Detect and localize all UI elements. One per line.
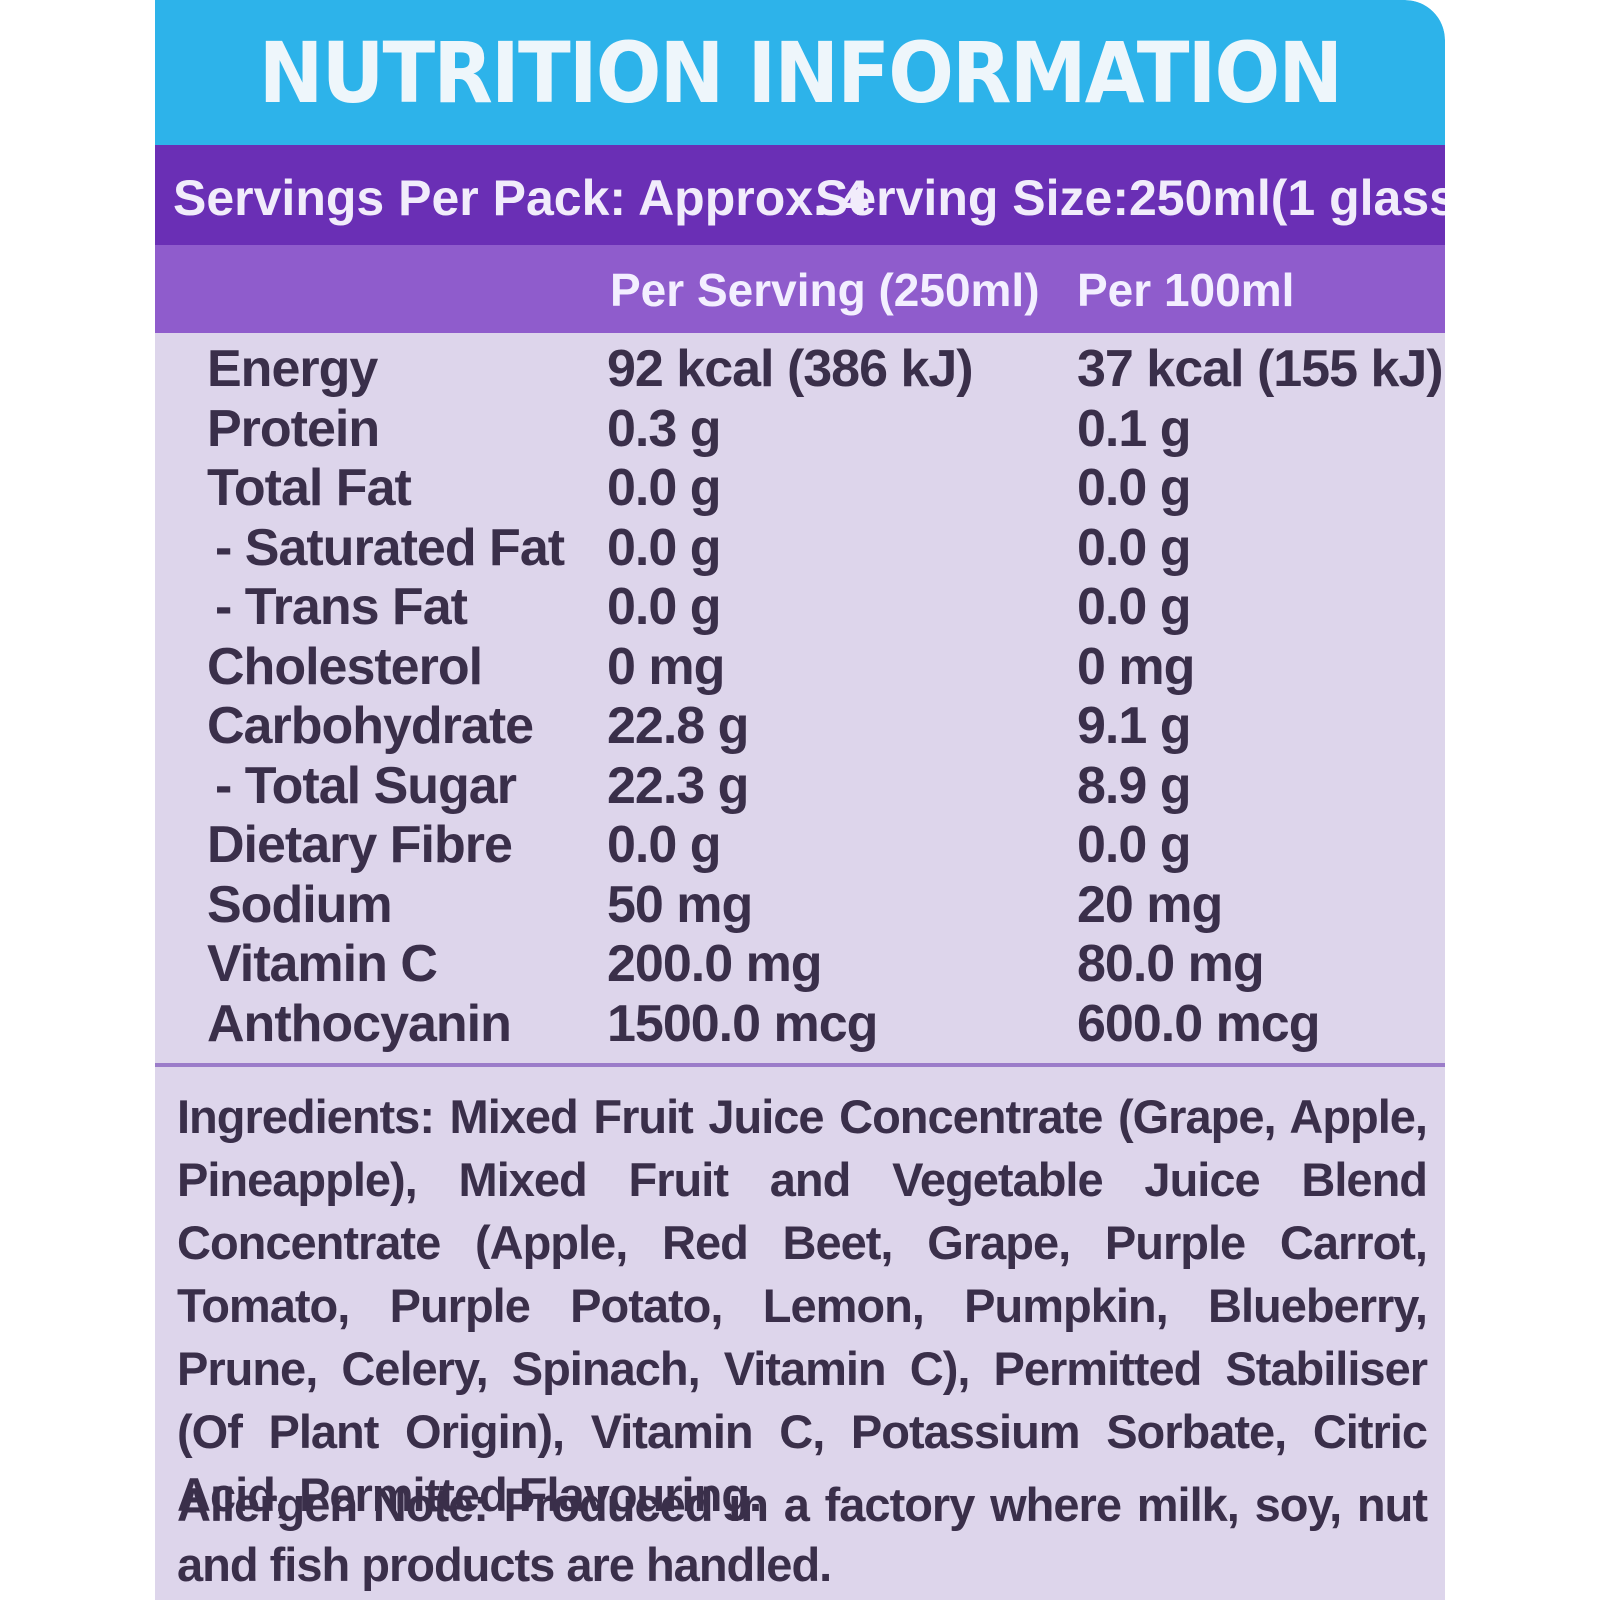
nutrient-name: - Trans Fat [215, 578, 468, 636]
nutrient-name: Protein [207, 399, 380, 458]
table-row: - Trans Fat 0.0 g 0.0 g [155, 578, 1445, 638]
nutrient-per-serving: 0.3 g [607, 399, 721, 458]
table-row: Anthocyanin 1500.0 mcg 600.0 mcg [155, 995, 1445, 1055]
nutrient-name: Total Fat [207, 459, 412, 517]
table-row: Total Fat 0.0 g 0.0 g [155, 459, 1445, 519]
nutrient-per-100ml: 0.0 g [1077, 459, 1191, 517]
nutrient-name: Vitamin C [207, 935, 438, 993]
divider [155, 1063, 1445, 1067]
nutrient-per-100ml: 20 mg [1077, 875, 1223, 934]
nutrition-label: NUTRITION INFORMATION Servings Per Pack:… [155, 0, 1445, 1600]
nutrient-per-serving: 0.0 g [607, 816, 721, 874]
nutrient-per-100ml: 8.9 g [1077, 756, 1191, 815]
nutrient-per-serving: 0 mg [607, 637, 725, 696]
serving-size: Serving Size:250ml(1 glass) [815, 170, 1445, 226]
table-row: - Total Sugar 22.3 g 8.9 g [155, 757, 1445, 817]
nutrient-per-serving: 50 mg [607, 875, 753, 934]
nutrient-name: Sodium [207, 875, 393, 934]
title-band [155, 0, 1445, 145]
table-row: Sodium 50 mg 20 mg [155, 876, 1445, 936]
table-row: Protein 0.3 g 0.1 g [155, 400, 1445, 460]
column-header-per-serving: Per Serving (250ml) [610, 264, 1040, 316]
column-header-per-100ml: Per 100ml [1077, 264, 1295, 316]
label-body [155, 333, 1445, 1600]
nutrient-per-serving: 0.0 g [607, 578, 721, 636]
nutrient-per-serving: 92 kcal (386 kJ) [607, 340, 974, 398]
table-row: Vitamin C 200.0 mg 80.0 mg [155, 935, 1445, 995]
nutrient-per-serving: 22.8 g [607, 697, 749, 755]
column-header-band [155, 245, 1445, 333]
servings-per-pack: Servings Per Pack: Approx. 4 [173, 170, 869, 226]
nutrient-per-100ml: 80.0 mg [1077, 935, 1265, 993]
nutrient-per-100ml: 37 kcal (155 kJ) [1077, 340, 1444, 398]
table-row: Energy 92 kcal (386 kJ) 37 kcal (155 kJ) [155, 340, 1445, 400]
nutrient-per-100ml: 9.1 g [1077, 697, 1191, 755]
nutrient-per-serving: 0.0 g [607, 459, 721, 517]
table-row: Carbohydrate 22.8 g 9.1 g [155, 697, 1445, 757]
nutrient-table: Energy 92 kcal (386 kJ) 37 kcal (155 kJ) Pr… [155, 340, 1445, 1054]
nutrient-per-100ml: 600.0 mcg [1077, 994, 1320, 1053]
servings-band [155, 145, 1445, 245]
nutrient-per-serving: 0.0 g [607, 518, 721, 577]
table-row: Dietary Fibre 0.0 g 0.0 g [155, 816, 1445, 876]
nutrient-per-100ml: 0.1 g [1077, 399, 1191, 458]
table-row: - Saturated Fat 0.0 g 0.0 g [155, 519, 1445, 579]
label-title: NUTRITION INFORMATION [258, 24, 1343, 122]
nutrient-per-100ml: 0.0 g [1077, 578, 1191, 636]
nutrient-name: Anthocyanin [207, 994, 512, 1053]
nutrient-name: Energy [207, 340, 378, 398]
nutrient-per-100ml: 0.0 g [1077, 518, 1191, 577]
nutrient-name: Cholesterol [207, 637, 483, 696]
nutrient-name: Dietary Fibre [207, 816, 513, 874]
table-row: Cholesterol 0 mg 0 mg [155, 638, 1445, 698]
nutrient-name: - Total Sugar [215, 756, 517, 815]
allergen-note: Allergen Note: Produced in a factory whe… [177, 1478, 1428, 1591]
nutrient-name: - Saturated Fat [215, 518, 565, 577]
nutrient-per-100ml: 0 mg [1077, 637, 1195, 696]
nutrient-per-serving: 1500.0 mcg [607, 994, 878, 1053]
nutrient-name: Carbohydrate [207, 697, 534, 755]
nutrient-per-serving: 22.3 g [607, 756, 749, 815]
ingredients-text: Ingredients: Mixed Fruit Juice Concentra… [177, 1090, 1428, 1521]
nutrient-per-serving: 200.0 mg [607, 935, 823, 993]
nutrient-per-100ml: 0.0 g [1077, 816, 1191, 874]
